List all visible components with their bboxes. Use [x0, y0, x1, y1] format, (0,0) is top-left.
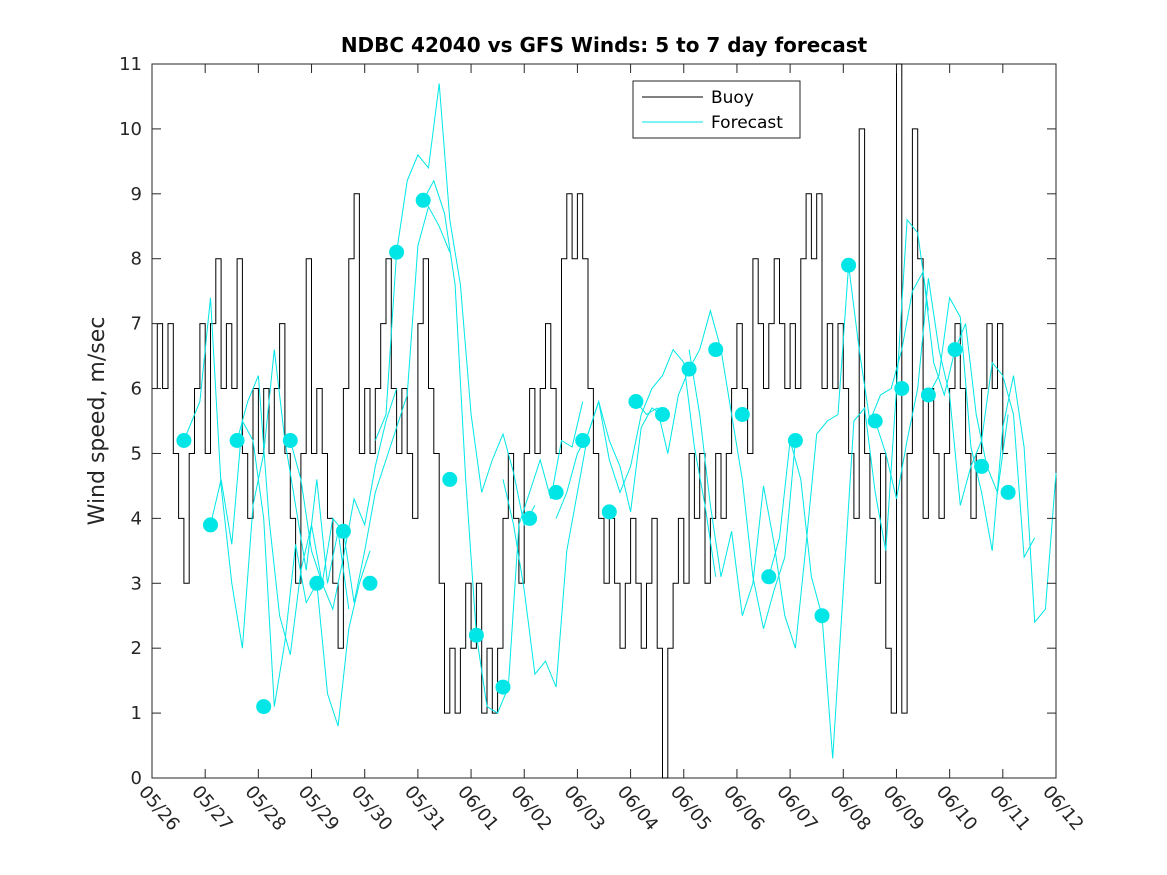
forecast-run-line	[422, 179, 584, 714]
forecast-run-line	[374, 83, 536, 527]
buoy-line	[152, 63, 1009, 779]
y-tick-label: 9	[131, 184, 142, 205]
forecast-run-line	[236, 375, 398, 655]
forecast-point	[335, 523, 351, 539]
forecast-point	[389, 244, 405, 260]
forecast-point	[495, 679, 511, 695]
forecast-point	[894, 381, 910, 396]
y-tick-label: 10	[119, 119, 142, 140]
y-axis: 0 1 2 3 4 5 6 7 8 9 10 11	[119, 54, 1056, 789]
forecast-point	[734, 407, 750, 422]
forecast-run-line	[635, 308, 796, 629]
y-tick-label: 8	[131, 249, 142, 270]
forecast-point	[681, 361, 697, 377]
forecast-run-line	[502, 399, 663, 688]
forecast-point	[362, 575, 378, 591]
forecast-point	[176, 433, 192, 448]
legend-box	[632, 80, 801, 139]
forecast-point	[655, 407, 670, 422]
forecast-point	[601, 504, 617, 520]
forecast-point	[787, 433, 803, 448]
forecast-series	[183, 83, 1057, 759]
forecast-point	[814, 608, 830, 624]
forecast-point	[548, 484, 564, 500]
y-tick-label: 3	[131, 573, 142, 594]
forecast-points	[176, 192, 1016, 715]
forecast-point	[761, 569, 777, 585]
y-tick-label: 4	[131, 508, 142, 529]
forecast-point	[229, 433, 245, 448]
y-tick-label: 11	[119, 54, 142, 75]
forecast-point	[708, 342, 724, 358]
y-tick-label: 0	[131, 768, 142, 789]
forecast-run-line	[768, 218, 929, 759]
forecast-point	[468, 627, 484, 643]
forecast-run-line	[688, 265, 850, 649]
y-axis-label: Wind speed, m/sec	[85, 317, 110, 526]
legend-forecast-label: Forecast	[711, 113, 783, 133]
forecast-run-line	[289, 205, 451, 603]
forecast-point	[309, 575, 325, 591]
forecast-point	[920, 387, 936, 403]
buoy-series	[152, 63, 1009, 779]
forecast-point	[442, 471, 458, 487]
forecast-run-line	[210, 419, 371, 727]
y-tick-label: 5	[131, 443, 142, 464]
forecast-point	[256, 699, 272, 715]
forecast-point	[522, 510, 538, 526]
legend: Buoy Forecast	[632, 80, 801, 139]
y-tick-label: 6	[131, 379, 142, 400]
forecast-run-line	[927, 296, 1057, 624]
forecast-run-line	[874, 278, 1036, 560]
y-tick-label: 2	[131, 638, 142, 659]
forecast-point	[415, 192, 431, 208]
forecast-point	[203, 517, 218, 533]
y-tick-label: 1	[131, 703, 142, 724]
forecast-point	[974, 458, 990, 474]
forecast-point	[841, 257, 857, 273]
forecast-point	[947, 342, 963, 358]
forecast-point	[1000, 484, 1016, 500]
legend-buoy-label: Buoy	[711, 88, 754, 108]
forecast-point	[628, 394, 644, 409]
forecast-run-line	[183, 297, 350, 649]
plot-area	[151, 63, 1057, 779]
forecast-point	[867, 413, 883, 429]
y-tick-label: 7	[131, 314, 142, 335]
chart-title: NDBC 42040 vs GFS Winds: 5 to 7 day fore…	[341, 33, 868, 57]
forecast-point	[575, 433, 591, 448]
forecast-point	[282, 433, 298, 448]
